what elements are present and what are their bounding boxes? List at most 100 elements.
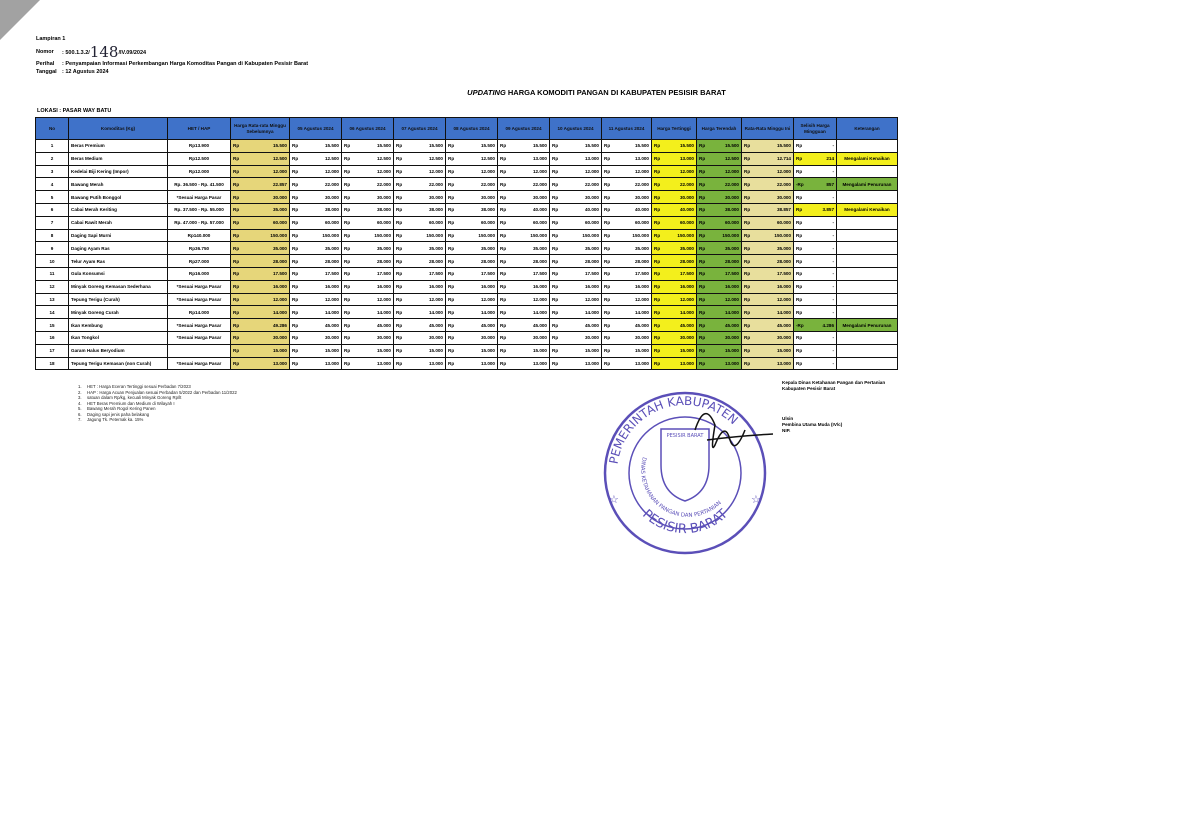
currency-label: Rp — [604, 335, 611, 341]
weekly-difference: Rp - — [793, 330, 837, 345]
this-week-average: Rp 38.857 — [741, 202, 794, 217]
row-number: 1 — [35, 139, 69, 153]
currency-label: Rp — [344, 335, 351, 341]
currency-label: Rp — [744, 245, 751, 251]
currency-label: Rp — [604, 309, 611, 315]
table-row: 10 Telur Ayam Ras Rp27.000 Rp 28.000 Rp 28.000… — [35, 254, 898, 268]
daily-price: Rp 12.000 — [393, 164, 446, 179]
het-hap: Rp27.000 — [167, 254, 231, 268]
currency-label: Rp — [796, 207, 803, 213]
daily-price: Rp 15.500 — [549, 139, 602, 153]
daily-price: Rp 28.000 — [393, 254, 446, 268]
currency-label: Rp — [744, 296, 751, 302]
currency-label: Rp — [448, 156, 455, 162]
document-title: UPDATING HARGA KOMODITI PANGAN DI KABUPA… — [467, 88, 726, 97]
lowest-price: Rp 13.000 — [696, 356, 742, 371]
currency-label: Rp — [396, 156, 403, 162]
currency-label: Rp — [396, 284, 403, 290]
weekly-difference: Rp - — [793, 139, 837, 153]
weekly-difference: -Rp 857 — [793, 177, 837, 192]
currency-label: Rp — [448, 335, 455, 341]
currency-label: Rp — [552, 322, 559, 328]
currency-label: Rp — [796, 309, 803, 315]
commodity-name: Gula Konsumsi — [68, 266, 168, 281]
het-hap: Rp12.000 — [167, 164, 231, 179]
currency-label: Rp — [604, 220, 611, 226]
table-row: 1 Beras Premium Rp13.900 Rp 15.500 Rp 15.500 Rp… — [35, 139, 898, 153]
this-week-average: Rp 30.000 — [741, 190, 794, 204]
commodity-name: Ikan Kembung — [68, 318, 168, 332]
daily-price: Rp 60.000 — [393, 215, 446, 230]
column-header: 10 Agustus 2024 — [549, 117, 602, 140]
table-row: 7 Cabai Rawit Merah Rp. 47.000 - Rp. 57.00… — [35, 215, 898, 230]
daily-price: Rp 15.500 — [445, 139, 498, 153]
currency-label: Rp — [292, 194, 299, 200]
lowest-price: Rp 38.000 — [696, 202, 742, 217]
daily-price: Rp 12.500 — [289, 151, 342, 166]
lowest-price: Rp 22.000 — [696, 177, 742, 192]
currency-label: Rp — [604, 258, 611, 264]
currency-label: Rp — [292, 168, 299, 174]
currency-label: Rp — [292, 156, 299, 162]
commodity-name: Minyak Goreng Curah — [68, 305, 168, 320]
daily-price: Rp 28.000 — [445, 254, 498, 268]
daily-price: Rp 35.000 — [549, 241, 602, 256]
daily-price: Rp 16.000 — [393, 279, 446, 294]
currency-label: Rp — [654, 143, 661, 149]
row-number: 17 — [35, 343, 69, 358]
currency-label: Rp — [292, 296, 299, 302]
commodity-name: Beras Premium — [68, 139, 168, 153]
daily-price: Rp 22.000 — [289, 177, 342, 192]
het-hap: Rp36.750 — [167, 241, 231, 256]
weekly-difference: Rp 3.857 — [793, 202, 837, 217]
this-week-average: Rp 15.000 — [741, 343, 794, 358]
currency-label: Rp — [552, 335, 559, 341]
currency-label: Rp — [292, 207, 299, 213]
het-hap: *Sesuai Harga Pasar — [167, 356, 231, 371]
currency-label: Rp — [604, 194, 611, 200]
daily-price: Rp 12.000 — [601, 164, 652, 179]
currency-label: Rp — [500, 168, 507, 174]
lowest-price: Rp 17.500 — [696, 266, 742, 281]
daily-price: Rp 12.000 — [341, 164, 394, 179]
currency-label: Rp — [604, 181, 611, 187]
currency-label: Rp — [396, 181, 403, 187]
currency-label: Rp — [396, 309, 403, 315]
highest-price: Rp 13.000 — [651, 151, 697, 166]
footnote: 7. Jagung Tk. Peternak ka. 15% — [78, 417, 144, 422]
daily-price: Rp 30.000 — [341, 330, 394, 345]
currency-label: Rp — [233, 220, 240, 226]
currency-label: Rp — [448, 271, 455, 277]
currency-label: Rp — [448, 309, 455, 315]
currency-label: Rp — [292, 258, 299, 264]
daily-price: Rp 14.000 — [393, 305, 446, 320]
prev-week-average: Rp 17.500 — [230, 266, 290, 281]
currency-label: Rp — [699, 194, 706, 200]
currency-label: Rp — [699, 309, 706, 315]
this-week-average: Rp 30.000 — [741, 330, 794, 345]
daily-price: Rp 30.000 — [549, 330, 602, 345]
currency-label: Rp — [233, 309, 240, 315]
prev-week-average: Rp 12.000 — [230, 164, 290, 179]
currency-label: Rp — [448, 296, 455, 302]
currency-label: Rp — [500, 220, 507, 226]
currency-label: Rp — [396, 232, 403, 238]
prev-week-average: Rp 15.000 — [230, 343, 290, 358]
column-header: Rata-Rata Minggu Ini — [741, 117, 794, 140]
currency-label: Rp — [292, 232, 299, 238]
signer-name: Ulsin — [782, 416, 794, 421]
row-number: 9 — [35, 241, 69, 256]
currency-label: Rp — [233, 232, 240, 238]
daily-price: Rp 17.500 — [341, 266, 394, 281]
currency-label: Rp — [500, 284, 507, 290]
currency-label: Rp — [396, 360, 403, 366]
lowest-price: Rp 30.000 — [696, 330, 742, 345]
table-row: 17 Garam Halus Beryodium Rp 15.000 Rp 15.000 R… — [35, 343, 898, 358]
currency-label: Rp — [500, 348, 507, 354]
currency-label: Rp — [396, 348, 403, 354]
daily-price: Rp 60.000 — [341, 215, 394, 230]
currency-label: Rp — [396, 322, 403, 328]
prev-week-average: Rp 60.000 — [230, 215, 290, 230]
currency-label: Rp — [552, 284, 559, 290]
daily-price: Rp 12.000 — [289, 164, 342, 179]
